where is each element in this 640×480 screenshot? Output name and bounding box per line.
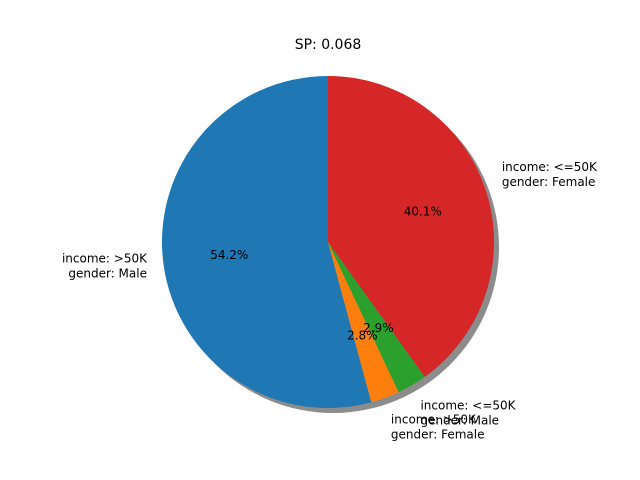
pie-pct-label-1: 2.8% bbox=[347, 328, 378, 342]
pie-slice-3 bbox=[328, 76, 494, 377]
pie-slice-1 bbox=[328, 242, 399, 403]
pie-pct-label-3: 40.1% bbox=[404, 205, 442, 219]
pie-category-label-line: income: >50K bbox=[391, 412, 477, 426]
pie-category-label-0: income: >50K gender: Male bbox=[62, 252, 148, 281]
pie-slices bbox=[161, 76, 494, 408]
pie-category-label-line: income: <=50K bbox=[420, 398, 516, 412]
pie-category-label-line: income: <=50K bbox=[502, 160, 598, 174]
pie-category-label-3: income: <=50K gender: Female bbox=[502, 160, 598, 189]
pie-category-label-line: gender: Female bbox=[391, 427, 485, 441]
pie-pct-label-0: 54.2% bbox=[210, 248, 248, 262]
pie-category-label-line: gender: Male bbox=[68, 267, 147, 281]
pie-category-label-line: income: >50K bbox=[62, 252, 148, 266]
pie-category-label-line: gender: Female bbox=[502, 175, 596, 189]
pie-slice-0 bbox=[161, 76, 372, 408]
pie-category-label-line: gender: Male bbox=[420, 413, 499, 427]
chart-title: SP: 0.068 bbox=[295, 37, 362, 53]
pie-category-label-2: income: <=50K gender: Male bbox=[420, 398, 516, 427]
pie-pct-label-2: 2.9% bbox=[363, 321, 394, 335]
pie-slice-2 bbox=[328, 242, 425, 393]
pie-labels: 54.2%income: >50K gender: Male2.8%income:… bbox=[62, 160, 598, 441]
pie-category-label-1: income: >50K gender: Female bbox=[391, 412, 485, 441]
